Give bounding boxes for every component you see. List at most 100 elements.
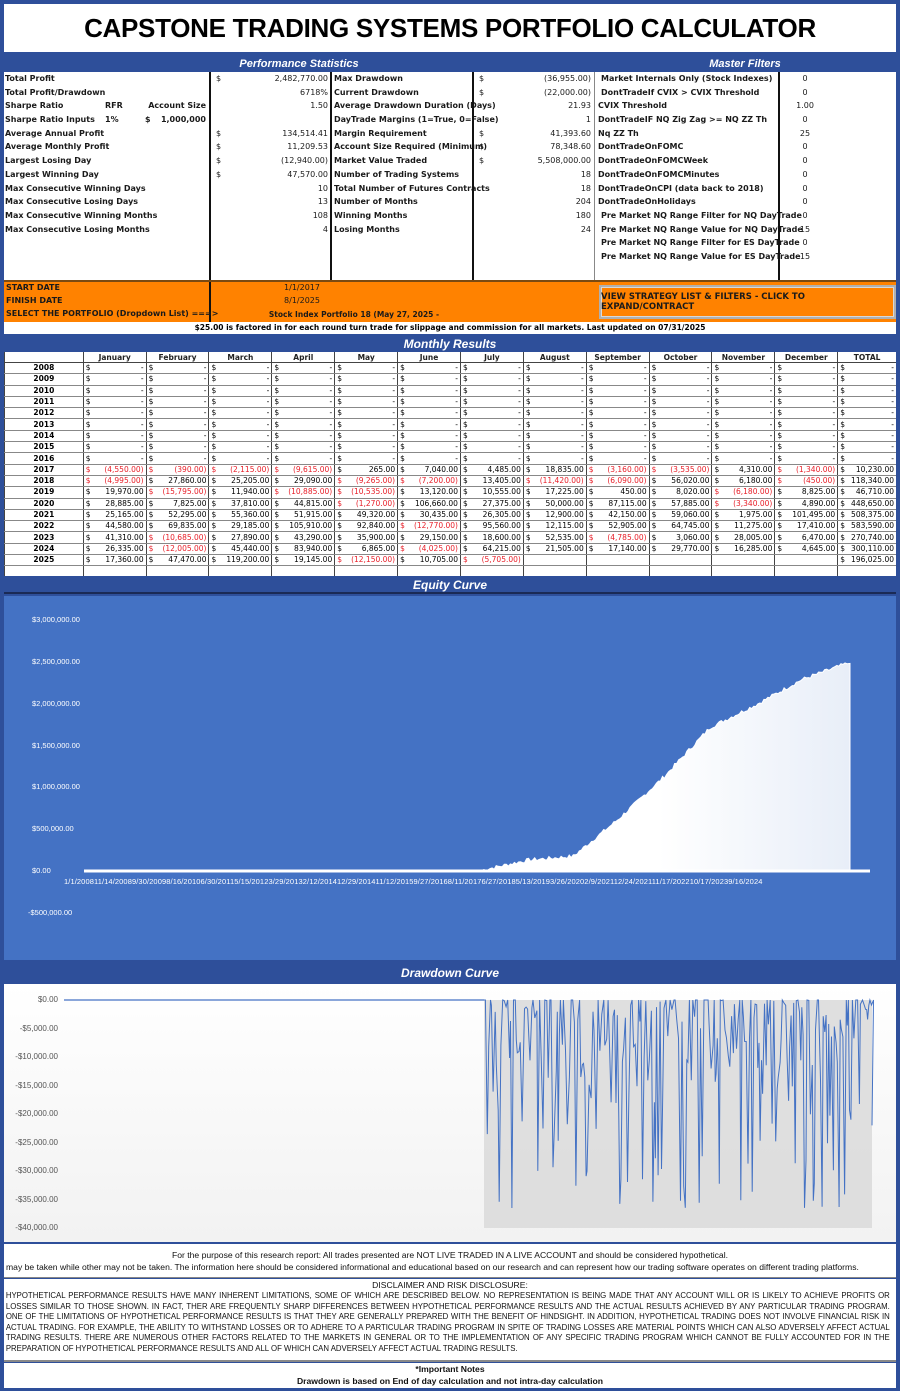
month-value-cell: $16,285.00 — [711, 543, 775, 556]
cell-amount: - — [643, 453, 647, 463]
stat-label: Total Profit — [5, 74, 55, 83]
cell-content: $ - — [86, 442, 144, 452]
equity-curve-plot — [84, 662, 870, 873]
month-value-cell: $ - — [711, 407, 775, 420]
year-cell: 2025 — [4, 554, 84, 567]
cell-content: $ - — [149, 408, 207, 418]
cell-content: $ - — [589, 454, 647, 464]
currency-symbol: $ — [274, 374, 280, 384]
currency-symbol: $ — [525, 464, 531, 474]
cell-content: $ - — [211, 454, 269, 464]
portfolio-dropdown[interactable]: Stock Index Portfolio 18 (May 27, 2025 - — [268, 310, 440, 319]
currency-symbol: $ — [400, 385, 405, 395]
filter-value-input[interactable]: 0 — [802, 115, 808, 125]
filter-value-input[interactable]: 1.00 — [796, 101, 814, 111]
cell-content: $ - — [589, 408, 647, 418]
month-value-cell: $83,940.00 — [271, 543, 335, 556]
stat-value-row: 4 — [211, 223, 331, 237]
currency-symbol: $ — [400, 419, 405, 429]
filter-value-input[interactable]: 0 — [802, 87, 808, 97]
currency-symbol: $ — [148, 487, 154, 497]
risk-disclosure: DISCLAIMER AND RISK DISCLOSURE: HYPOTHET… — [4, 1279, 896, 1362]
filter-value-input[interactable]: 0 — [802, 238, 808, 248]
cell-content: $ (2,115.00) — [211, 465, 269, 475]
cell-amount: 51,915.00 — [294, 510, 333, 519]
stat-label: Current Drawdown — [334, 87, 419, 97]
filter-value-input[interactable]: 0 — [802, 74, 808, 83]
cell-content: $30,435.00 — [400, 510, 458, 520]
start-date-input[interactable]: 1/1/2017 — [284, 283, 320, 292]
currency-symbol: $ — [274, 363, 280, 373]
stat-value: (12,940.00) — [281, 156, 328, 166]
currency-symbol: $ — [777, 476, 783, 486]
filter-value-input[interactable]: 0 — [802, 210, 808, 220]
filter-value-input[interactable]: 0 — [802, 142, 808, 152]
currency-symbol: $ — [337, 419, 342, 429]
currency-symbol: $ — [400, 476, 405, 486]
month-value-cell: $44,580.00 — [82, 520, 147, 533]
currency-symbol: $ — [274, 543, 280, 553]
month-value-cell: $ - — [648, 385, 712, 397]
stat-value-row[interactable]: 1 — [474, 113, 594, 127]
currency-symbol: $ — [840, 385, 845, 395]
year-cell: 2018 — [4, 475, 84, 488]
cell-content: $ - — [149, 420, 207, 430]
filter-value-input[interactable]: 0 — [802, 197, 808, 207]
month-value-cell: $ - — [522, 452, 587, 465]
filter-value-input[interactable]: 0 — [802, 169, 808, 179]
filter-value-input[interactable]: 15 — [799, 224, 811, 234]
cell-amount: 10,555.00 — [482, 487, 521, 497]
currency-symbol: $ — [588, 430, 594, 440]
finish-date-input[interactable]: 8/1/2025 — [284, 296, 320, 305]
cell-content: $6,180.00 — [714, 476, 772, 486]
filter-value-input[interactable]: 15 — [799, 251, 811, 261]
month-value-cell: $ (15,795.00) — [145, 486, 209, 499]
filter-value-input[interactable]: 0 — [802, 156, 808, 166]
cell-content: $ - — [400, 374, 458, 384]
cell-amount: - — [203, 374, 207, 384]
cell-amount: - — [455, 363, 458, 373]
cell-content: $ - — [652, 374, 710, 384]
year-cell: 2021 — [4, 509, 84, 522]
cell-amount: (12,770.00) — [413, 521, 458, 531]
currency-symbol: $ — [274, 419, 280, 429]
year-cell: 2013 — [4, 418, 84, 431]
performance-right-labels: Max Drawdown Current Drawdown Average Draw… — [334, 72, 499, 280]
master-filters-header: Master Filters — [594, 56, 896, 72]
month-value-cell: $6,180.00 — [711, 475, 775, 488]
stat-sub-2[interactable]: 1,000,000 — [160, 115, 206, 125]
stat-label-row: Largest Winning Day — [5, 168, 209, 182]
cell-content: $ - — [840, 374, 894, 384]
month-value-cell: $19,145.00 — [271, 554, 335, 567]
cell-content: $448,650.00 — [840, 499, 894, 509]
cell-content: $ - — [337, 397, 395, 407]
currency-symbol: $ — [714, 532, 720, 542]
cell-amount: - — [769, 374, 773, 384]
stat-label-row: Max Consecutive Losing Days — [5, 195, 209, 209]
filter-value-input[interactable]: 25 — [799, 128, 811, 138]
currency-symbol: $ — [479, 74, 485, 83]
year-cell: 2024 — [4, 543, 84, 556]
currency-symbol: $ — [337, 430, 342, 440]
cell-content: $ - — [337, 454, 395, 464]
currency-symbol: $ — [211, 532, 217, 542]
cell-content: $ - — [149, 442, 207, 452]
month-value-cell: $ - — [271, 418, 335, 431]
currency-symbol: $ — [462, 543, 468, 553]
month-value-cell: $ (3,160.00) — [585, 464, 650, 476]
month-value-cell: $ - — [334, 407, 398, 420]
month-value-cell: $4,645.00 — [774, 543, 838, 556]
view-strategy-list-button[interactable]: VIEW STRATEGY LIST & FILTERS - CLICK TO … — [599, 285, 896, 319]
month-value-cell: $ - — [585, 452, 650, 465]
filter-value-input[interactable]: 0 — [802, 183, 808, 193]
stat-value: 18 — [580, 169, 591, 179]
cell-amount: 28,005.00 — [734, 532, 773, 542]
cell-content: $ (1,340.00) — [777, 465, 835, 475]
month-value-cell: $ - — [585, 362, 650, 375]
month-value-cell: $29,185.00 — [208, 520, 272, 533]
cell-content: $ - — [714, 374, 772, 384]
month-value-cell: $ - — [459, 373, 524, 386]
cell-content: $ - — [777, 442, 835, 452]
cell-amount: 4,310.00 — [738, 464, 773, 474]
stat-value: 6718% — [300, 87, 328, 97]
